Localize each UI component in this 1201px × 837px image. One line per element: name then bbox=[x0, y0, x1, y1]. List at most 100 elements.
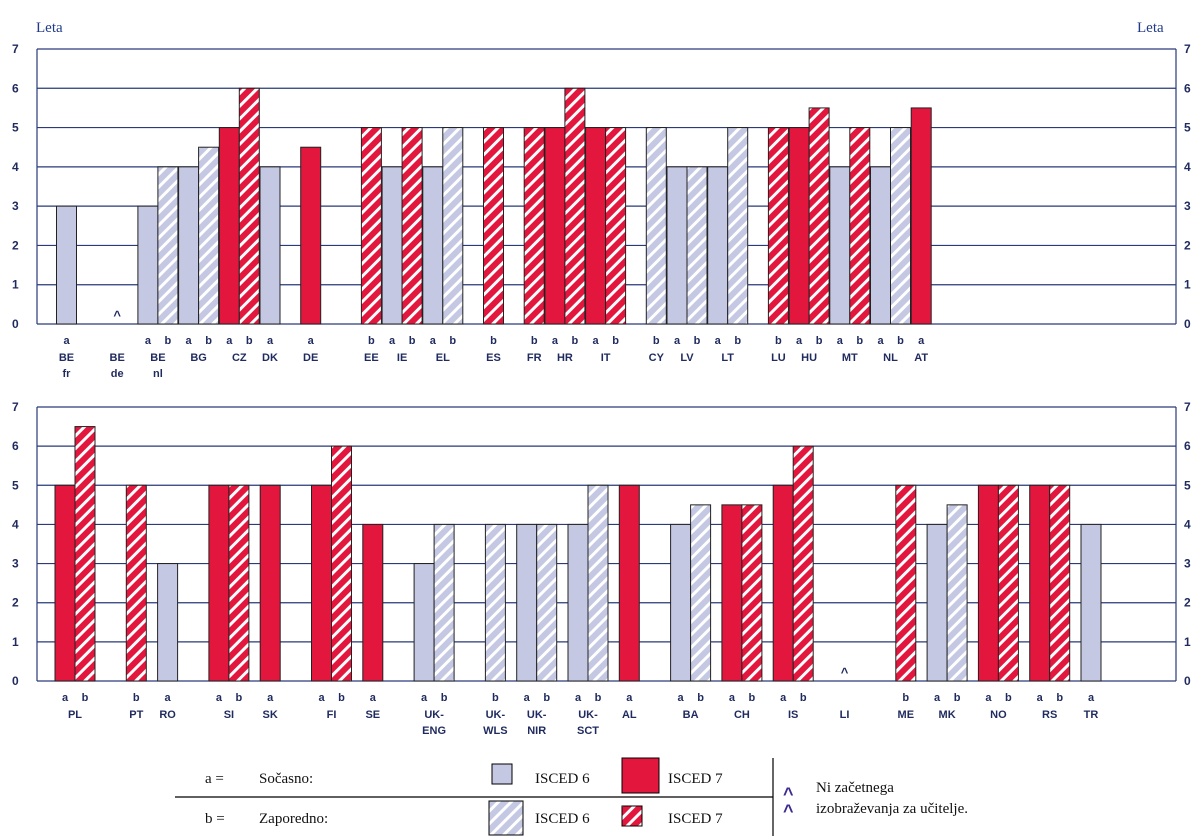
bar-sublabel-a: a bbox=[934, 692, 941, 704]
bar-sublabel-a: a bbox=[308, 335, 315, 347]
x-category-label: AL bbox=[622, 709, 637, 721]
bar-sublabel-b: b bbox=[800, 692, 807, 704]
bar-cy-b bbox=[645, 127, 667, 325]
y-tick-label-left: 7 bbox=[12, 400, 19, 414]
x-category-label: FI bbox=[327, 709, 337, 721]
legend-none-text-line1: Ni začetnega bbox=[816, 780, 894, 796]
legend: a = Sočasno: ISCED 6 ISCED 7 b = Zapored… bbox=[175, 757, 968, 836]
x-category-label: ES bbox=[486, 352, 501, 364]
bar-sublabel-a: a bbox=[674, 335, 681, 347]
bar-uk-eng-b bbox=[433, 523, 455, 682]
bar-mk-a bbox=[926, 523, 948, 682]
bar-benl-b bbox=[157, 166, 179, 325]
x-category-label: SI bbox=[224, 709, 234, 721]
bar-uk-nir-a bbox=[516, 523, 538, 682]
bar-hu-a bbox=[788, 127, 810, 325]
y-tick-label-right: 2 bbox=[1184, 238, 1191, 252]
bar-sublabel-a: a bbox=[918, 335, 925, 347]
bar-sublabel-b: b bbox=[816, 335, 823, 347]
bar-fr-b bbox=[523, 127, 545, 325]
bar-no-a bbox=[977, 484, 999, 682]
bar-it-a bbox=[585, 127, 607, 325]
x-category-label: EL bbox=[436, 352, 450, 364]
bar-sublabel-b: b bbox=[236, 692, 243, 704]
bar-lt-a bbox=[707, 166, 729, 325]
x-category-label: UK- bbox=[527, 709, 547, 721]
x-category-label: IE bbox=[397, 352, 407, 364]
bar-it-b bbox=[605, 127, 627, 325]
x-category-label: SK bbox=[263, 709, 278, 721]
y-tick-label-right: 5 bbox=[1184, 121, 1191, 135]
x-category-label: CZ bbox=[232, 352, 247, 364]
bar-is-a bbox=[772, 484, 794, 682]
bar-sublabel-b: b bbox=[338, 692, 345, 704]
bar-no-b bbox=[997, 484, 1019, 682]
legend-a-text: Sočasno: bbox=[259, 771, 313, 787]
y-tick-label-right: 0 bbox=[1184, 674, 1191, 688]
bar-sublabel-b: b bbox=[449, 335, 456, 347]
bar-sublabel-a: a bbox=[796, 335, 803, 347]
y-tick-label-right: 0 bbox=[1184, 317, 1191, 331]
x-category-label: MK bbox=[939, 709, 956, 721]
no-teacher-education-marker: ^ bbox=[841, 665, 849, 680]
legend-swatch-a-isced7 bbox=[621, 757, 660, 794]
bar-uk-eng-a bbox=[413, 563, 435, 682]
bar-ba-b bbox=[690, 504, 712, 682]
bar-ie-b bbox=[401, 127, 423, 325]
y-tick-label-left: 3 bbox=[12, 199, 19, 213]
y-tick-label-left: 5 bbox=[12, 121, 19, 135]
x-category-label: BE bbox=[59, 352, 74, 364]
x-category-label: IT bbox=[601, 352, 611, 364]
bar-sublabel-b: b bbox=[697, 692, 704, 704]
x-category-label: DE bbox=[303, 352, 318, 364]
x-category-label: AT bbox=[914, 352, 928, 364]
bar-sublabel-a: a bbox=[729, 692, 736, 704]
y-tick-label-right: 6 bbox=[1184, 81, 1191, 95]
bar-me-b bbox=[895, 484, 917, 682]
bar-mk-b bbox=[946, 504, 968, 682]
bar-dk-a bbox=[259, 166, 281, 325]
bar-hr-a bbox=[544, 127, 566, 325]
bar-sublabel-b: b bbox=[572, 335, 579, 347]
bar-es-b bbox=[483, 127, 504, 325]
bar-sublabel-b: b bbox=[531, 335, 538, 347]
bar-sublabel-b: b bbox=[734, 335, 741, 347]
bar-sublabel-a: a bbox=[877, 335, 884, 347]
legend-a-key: a = bbox=[205, 771, 224, 787]
x-category-label: LI bbox=[840, 709, 850, 721]
x-category-label: UK- bbox=[486, 709, 506, 721]
bar-sublabel-a: a bbox=[593, 335, 600, 347]
bar-sublabel-a: a bbox=[524, 692, 531, 704]
y-tick-label-right: 3 bbox=[1184, 199, 1191, 213]
bar-sublabel-a: a bbox=[678, 692, 685, 704]
bar-pl-a bbox=[54, 484, 76, 682]
bar-sublabel-a: a bbox=[626, 692, 633, 704]
bar-cz-b bbox=[238, 87, 260, 325]
x-category-label: LV bbox=[680, 352, 694, 364]
x-category-label: RS bbox=[1042, 709, 1057, 721]
bar-ee-b bbox=[360, 127, 382, 325]
bar-sublabel-b: b bbox=[897, 335, 904, 347]
y-tick-label-right: 1 bbox=[1184, 635, 1191, 649]
x-category-label: DK bbox=[262, 352, 278, 364]
bar-lt-b bbox=[727, 127, 749, 325]
x-category-label: LT bbox=[721, 352, 734, 364]
bar-sublabel-a: a bbox=[780, 692, 787, 704]
bar-sublabel-b: b bbox=[441, 692, 448, 704]
bar-sublabel-a: a bbox=[575, 692, 582, 704]
y-tick-label-left: 2 bbox=[12, 238, 19, 252]
y-tick-label-right: 3 bbox=[1184, 557, 1191, 571]
y-tick-label-right: 5 bbox=[1184, 478, 1191, 492]
bar-sublabel-a: a bbox=[1088, 692, 1095, 704]
bar-bg-b bbox=[198, 146, 220, 325]
x-category-label: BE bbox=[110, 352, 125, 364]
bar-sublabel-a: a bbox=[62, 692, 69, 704]
bar-hu-b bbox=[808, 107, 830, 325]
bar-ba-a bbox=[670, 523, 692, 682]
bar-ch-a bbox=[721, 504, 743, 682]
bar-sublabel-b: b bbox=[82, 692, 89, 704]
bar-sublabel-b: b bbox=[902, 692, 909, 704]
bar-sk-a bbox=[259, 484, 281, 682]
bar-sublabel-a: a bbox=[267, 692, 274, 704]
